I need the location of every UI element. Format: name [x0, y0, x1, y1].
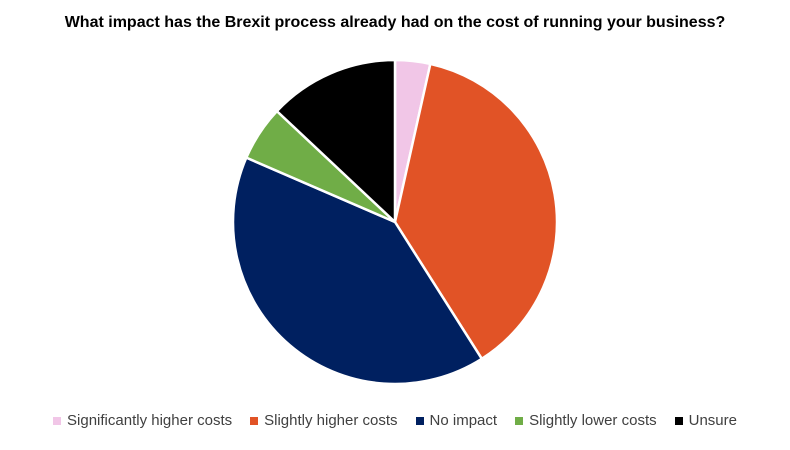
- legend-label-significantly-higher-costs: Significantly higher costs: [67, 412, 233, 429]
- legend-item-unsure: Unsure: [674, 412, 737, 429]
- legend-item-no-impact: No impact: [415, 412, 498, 429]
- legend-swatch-slightly-higher-costs: [250, 416, 259, 425]
- pie-slice-no-impact: [231, 156, 484, 386]
- legend-label-slightly-lower-costs: Slightly lower costs: [529, 412, 657, 429]
- legend-swatch-significantly-higher-costs: [53, 416, 62, 425]
- legend-swatch-no-impact: [415, 416, 424, 425]
- legend-label-slightly-higher-costs: Slightly higher costs: [264, 412, 398, 429]
- legend: Significantly higher costs Slightly high…: [0, 412, 790, 429]
- legend-swatch-slightly-lower-costs: [515, 416, 524, 425]
- legend-swatch-unsure: [674, 416, 683, 425]
- pie-slice-unsure: [275, 58, 397, 224]
- legend-label-unsure: Unsure: [688, 412, 737, 429]
- legend-item-slightly-higher-costs: Slightly higher costs: [250, 412, 398, 429]
- chart-title: What impact has the Brexit process alrea…: [64, 14, 726, 31]
- legend-item-significantly-higher-costs: Significantly higher costs: [53, 412, 232, 429]
- legend-item-slightly-lower-costs: Slightly lower costs: [515, 412, 657, 429]
- legend-label-no-impact: No impact: [429, 412, 498, 429]
